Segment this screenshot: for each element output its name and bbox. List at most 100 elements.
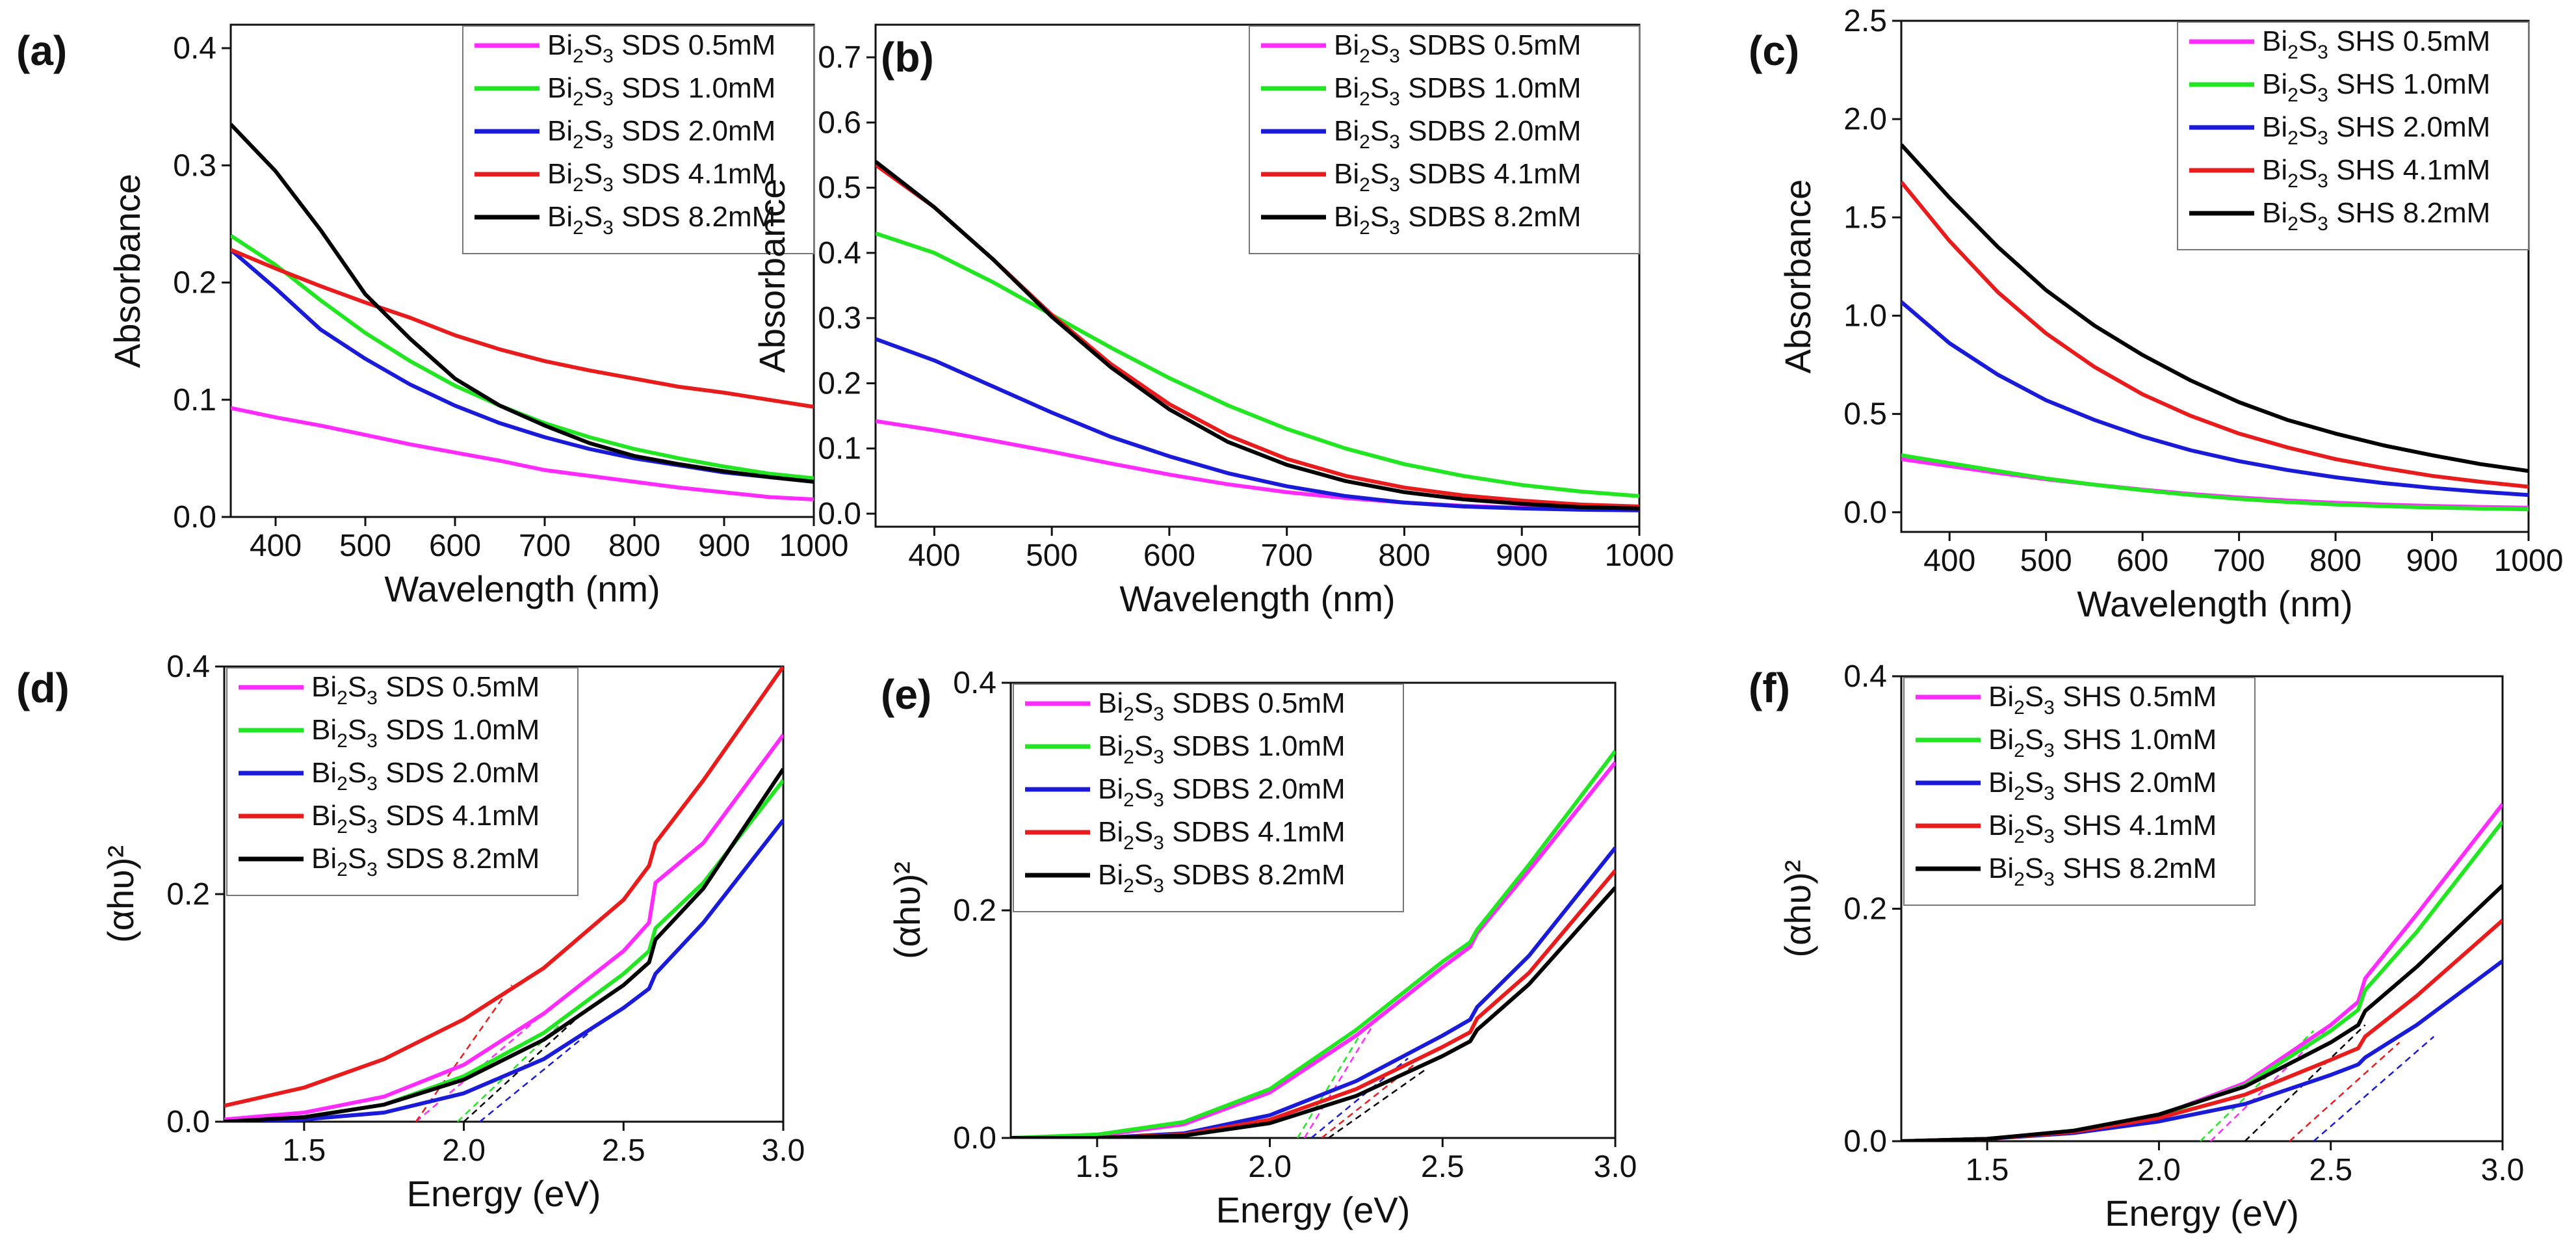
- legend-label: Bi2S3 SHS 4.1mM: [2262, 154, 2490, 192]
- legend-formula-part: Bi: [311, 843, 337, 875]
- legend-formula-part: 2: [573, 46, 584, 67]
- legend-series-name: SHS 0.5mM: [2055, 681, 2217, 713]
- y-tick-label: 0.0: [1843, 1124, 1887, 1159]
- legend-formula-part: 2: [2287, 85, 2298, 106]
- x-tick-label: 800: [608, 529, 660, 563]
- legend-formula-part: Bi: [547, 29, 573, 61]
- legend-series-name: SDS 0.5mM: [378, 671, 540, 703]
- legend-formula-part: Bi: [1334, 158, 1359, 190]
- x-tick-label: 2.0: [2137, 1153, 2181, 1187]
- legend-series-name: SDBS 4.1mM: [1164, 816, 1346, 848]
- legend-label: Bi2S3 SDBS 4.1mM: [1334, 158, 1581, 196]
- legend-series-name: SHS 1.0mM: [2328, 68, 2490, 100]
- legend-formula-part: 3: [2317, 213, 2328, 235]
- legend-series-name: SDBS 8.2mM: [1164, 859, 1346, 891]
- x-tick-label: 400: [250, 529, 302, 563]
- y-tick-label: 0.5: [1843, 397, 1887, 432]
- legend-series-name: SHS 1.0mM: [2055, 724, 2217, 756]
- y-axis-label: (αhυ)²: [887, 862, 928, 959]
- y-axis-label: Absorbance: [751, 179, 792, 373]
- legend-formula-part: Bi: [1334, 72, 1359, 104]
- legend-formula-part: S: [2298, 111, 2317, 143]
- series-line: [1901, 300, 2529, 497]
- x-tick-label: 2.5: [2309, 1153, 2352, 1187]
- legend-formula-part: Bi: [1988, 681, 2014, 713]
- legend-formula-part: S: [2025, 852, 2044, 884]
- legend-formula-part: 2: [2014, 740, 2025, 761]
- y-tick-label: 0.2: [173, 266, 216, 300]
- x-axis-label: Wavelength (nm): [384, 568, 660, 609]
- y-tick-label: 2.5: [1843, 4, 1887, 38]
- x-tick-label: 700: [2213, 544, 2265, 578]
- legend-series-name: SDBS 2.0mM: [1164, 773, 1346, 805]
- y-tick-label: 0.0: [818, 497, 861, 531]
- x-tick-label: 3.0: [762, 1133, 805, 1168]
- legend-formula-part: 3: [603, 46, 614, 67]
- y-tick-label: 0.4: [818, 236, 861, 271]
- legend-series-name: SDS 1.0mM: [378, 714, 540, 746]
- x-tick-label: 2.0: [442, 1133, 486, 1168]
- legend-formula-part: 2: [337, 816, 348, 838]
- x-tick-label: 400: [908, 538, 960, 573]
- legend-formula-part: 2: [2014, 869, 2025, 890]
- x-tick-label: 1000: [2494, 544, 2564, 578]
- series-line: [1011, 886, 1615, 1138]
- legend-formula-part: S: [348, 671, 367, 703]
- legend-formula-part: 3: [1153, 704, 1164, 725]
- legend-formula-part: S: [1134, 773, 1153, 805]
- legend-label: Bi2S3 SHS 2.0mM: [2262, 111, 2490, 149]
- legend-formula-part: S: [2298, 197, 2317, 229]
- legend-formula-part: S: [348, 757, 367, 789]
- x-tick-label: 700: [1261, 538, 1313, 573]
- legend-series-name: SDBS 1.0mM: [1164, 730, 1346, 762]
- legend-formula-part: S: [348, 714, 367, 746]
- series-line: [876, 231, 1639, 498]
- series-line: [1011, 750, 1615, 1138]
- legend-formula-part: Bi: [1988, 852, 2014, 884]
- legend-label: Bi2S3 SDS 8.2mM: [311, 843, 540, 880]
- tangent-line: [479, 1030, 592, 1122]
- legend-formula-part: 2: [1123, 789, 1134, 811]
- legend-formula-part: 2: [1123, 704, 1134, 725]
- axes-frame: [229, 23, 815, 518]
- x-axis-label: Wavelength (nm): [2077, 583, 2352, 624]
- legend-series-name: SDBS 0.5mM: [1400, 29, 1581, 61]
- legend-formula-part: 2: [1359, 174, 1370, 196]
- y-axis-label: Absorbance: [1777, 179, 1818, 374]
- legend-formula-part: Bi: [1334, 29, 1359, 61]
- legend-formula-part: 3: [1153, 832, 1164, 854]
- legend-formula-part: S: [2298, 25, 2317, 57]
- plot-area: [231, 123, 814, 501]
- legend-formula-part: S: [2025, 767, 2044, 799]
- plot-area: [876, 160, 1639, 512]
- legend-formula-part: Bi: [547, 115, 573, 147]
- legend-formula-part: Bi: [1098, 859, 1123, 891]
- legend-series-name: SHS 0.5mM: [2328, 25, 2490, 57]
- plot-area: [1901, 802, 2503, 1141]
- legend-formula-part: 3: [1389, 131, 1400, 153]
- tangent-line: [2199, 1030, 2315, 1141]
- x-axis-label: Energy (eV): [2105, 1193, 2299, 1234]
- x-tick-label: 900: [1496, 538, 1548, 573]
- legend-series-name: SDS 4.1mM: [614, 158, 775, 190]
- tangent-line: [1328, 1068, 1426, 1138]
- y-axis-label: (αhυ)²: [1777, 860, 1818, 957]
- x-tick-label: 800: [1378, 538, 1430, 573]
- x-tick-label: 500: [1026, 538, 1078, 573]
- legend-label: Bi2S3 SDS 1.0mM: [547, 72, 775, 110]
- plot-area: [1011, 750, 1615, 1138]
- y-tick-label: 0.2: [1843, 892, 1887, 927]
- legend-label: Bi2S3 SDBS 0.5mM: [1098, 687, 1346, 725]
- tangent-line: [463, 1018, 577, 1122]
- legend-label: Bi2S3 SHS 8.2mM: [2262, 197, 2490, 235]
- y-tick-label: 0.2: [818, 366, 861, 401]
- y-tick-label: 2.0: [1843, 102, 1887, 137]
- panel-e: (e) 1.5 2.0 2.5 3.0 0.0 0.2 0.4 Energy (eV) (αhυ)…: [881, 666, 1637, 1230]
- legend-label: Bi2S3 SDS 1.0mM: [311, 714, 540, 752]
- y-tick-label: 1.5: [1843, 200, 1887, 235]
- axes-frame: [1900, 20, 2530, 533]
- x-tick-label: 2.5: [1421, 1150, 1464, 1184]
- legend-formula-part: 3: [2317, 42, 2328, 63]
